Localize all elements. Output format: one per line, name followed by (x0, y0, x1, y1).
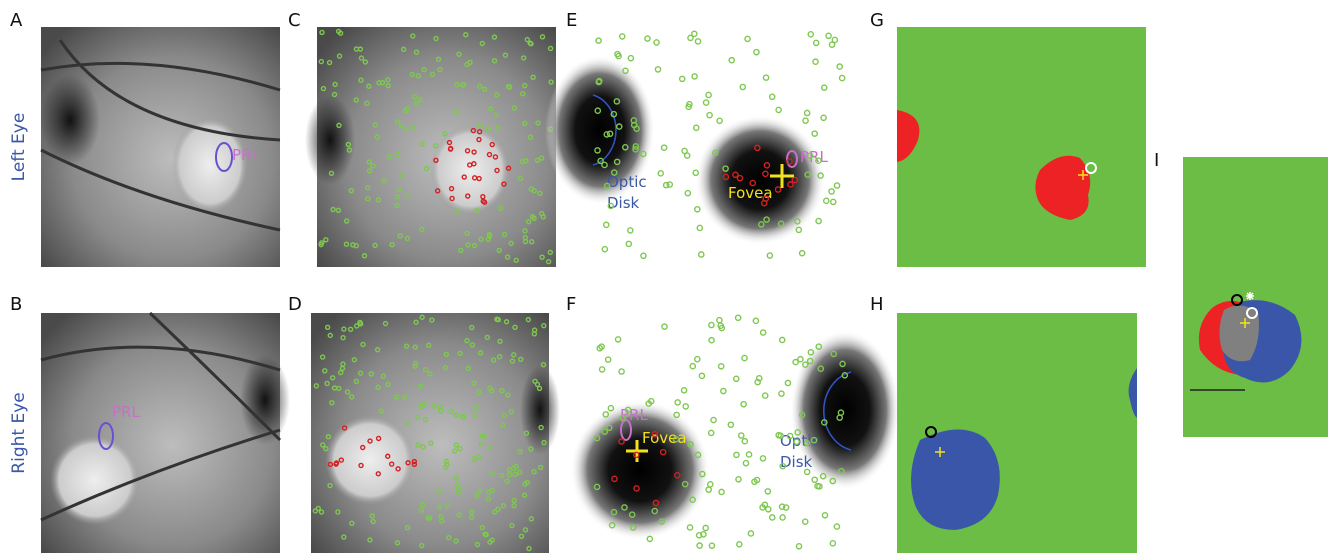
panel-letter: B (10, 294, 22, 315)
panel-c (305, 27, 556, 267)
prl-label: PRL (112, 403, 140, 421)
row-label: Right Eye (9, 392, 29, 473)
prl-label: PRL (232, 146, 260, 164)
panel-letter: I (1154, 150, 1159, 171)
panel-letter: C (288, 10, 301, 31)
panel-h (897, 313, 1137, 553)
row-label: Left Eye (9, 113, 29, 182)
panel-letter: A (10, 10, 23, 31)
panel-b: PRL (41, 313, 290, 553)
panel-letter: F (566, 294, 576, 315)
fovea-label: Fovea (642, 429, 687, 447)
panel-letter: H (870, 294, 884, 315)
panel-letter: E (566, 10, 577, 31)
fovea-label: Fovea (728, 184, 773, 202)
panel-g (897, 27, 1146, 267)
panel-letter: G (870, 10, 884, 31)
panel-d (311, 313, 560, 553)
panel-e: Optic Disk Fovea PRL (545, 27, 851, 267)
panel-letter: D (288, 294, 302, 315)
prl-label: PRL (800, 148, 828, 166)
prl-label: PRL (620, 406, 648, 424)
panel-i (1183, 157, 1328, 437)
panel-f: Optic Disk Fovea PRL (570, 313, 900, 553)
panel-a: PRL (40, 27, 280, 267)
optic-label: Optic (607, 173, 647, 191)
figure: A B C D E F G H I Left Eye Right Eye PRL… (0, 0, 1330, 558)
